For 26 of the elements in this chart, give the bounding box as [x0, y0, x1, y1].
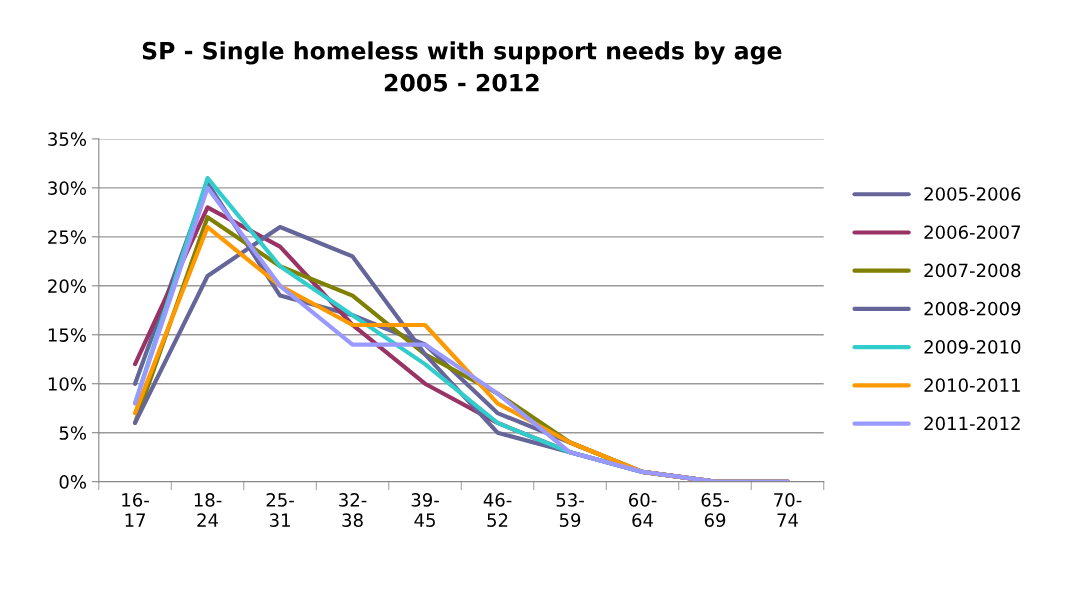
y-tick-label: 25%: [48, 230, 87, 244]
y-tick-label: 5%: [59, 426, 87, 440]
legend-label: 2010-2011: [924, 378, 1020, 392]
legend-label: 2007-2008: [924, 263, 1021, 278]
x-tick-label: 25- 31: [266, 493, 294, 527]
legend-label: 2009-2010: [924, 340, 1021, 354]
legend-label: 2008-2009: [924, 301, 1021, 316]
x-tick-label: 32- 38: [339, 493, 367, 527]
x-tick-label: 39- 45: [411, 493, 439, 527]
y-tick-label: 30%: [48, 181, 87, 195]
y-tick-label: 10%: [48, 377, 87, 391]
x-tick-label: 53- 59: [556, 493, 584, 527]
y-tick-label: 0%: [59, 475, 87, 489]
legend-label: 2006-2007: [924, 225, 1020, 240]
y-tick-label: 15%: [48, 328, 87, 342]
y-tick-label: 35%: [48, 132, 87, 146]
x-tick-label: 65- 69: [701, 493, 729, 527]
y-tick-label: 20%: [48, 279, 87, 293]
legend-label: 2005-2006: [924, 187, 1021, 201]
x-tick-label: 60- 64: [629, 493, 657, 527]
legend-label: 2011-2012: [924, 416, 1020, 431]
x-tick-label: 70- 74: [774, 493, 802, 527]
x-tick-label: 46- 52: [483, 493, 512, 527]
x-tick-label: 16- 17: [122, 493, 149, 527]
chart-title: SP - Single homeless with support needs by age 2005 - 2012: [142, 41, 782, 92]
x-tick-label: 18- 24: [194, 493, 222, 527]
